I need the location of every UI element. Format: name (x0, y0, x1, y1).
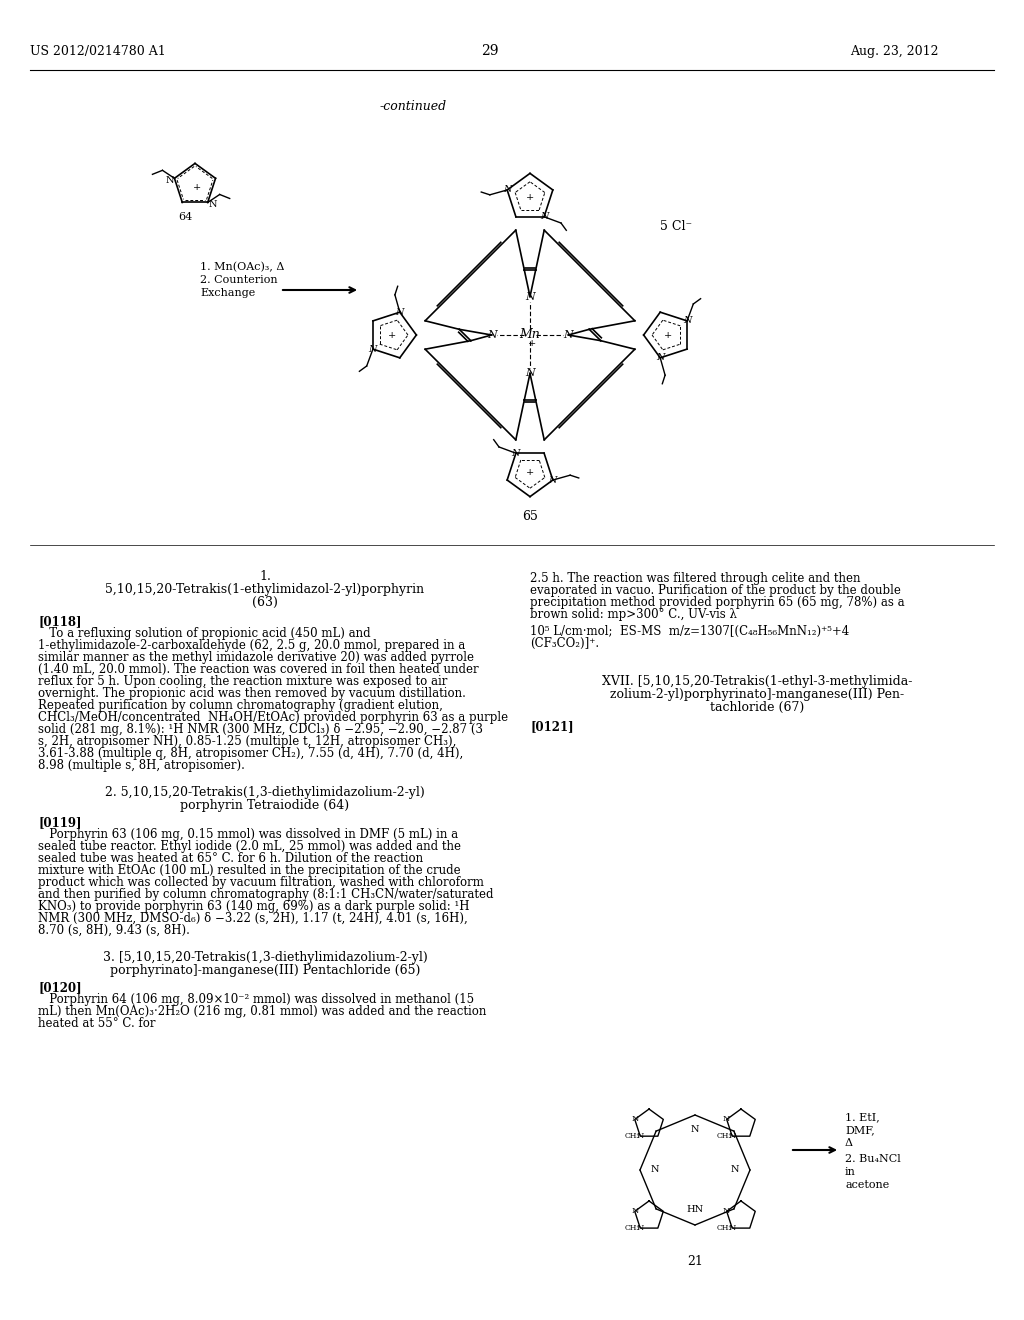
Text: mL) then Mn(OAc)₃·2H₂O (216 mg, 0.81 mmol) was added and the reaction: mL) then Mn(OAc)₃·2H₂O (216 mg, 0.81 mmo… (38, 1005, 486, 1018)
Text: N: N (525, 368, 535, 379)
Text: N: N (723, 1208, 730, 1216)
Text: HN: HN (686, 1205, 703, 1214)
Text: evaporated in vacuo. Purification of the product by the double: evaporated in vacuo. Purification of the… (530, 583, 901, 597)
Text: (63): (63) (252, 597, 278, 609)
Text: 64: 64 (178, 213, 193, 222)
Text: sealed tube was heated at 65° C. for 6 h. Dilution of the reaction: sealed tube was heated at 65° C. for 6 h… (38, 851, 423, 865)
Text: (CF₃CO₂)]⁺.: (CF₃CO₂)]⁺. (530, 638, 599, 649)
Text: +: + (193, 182, 201, 191)
Text: Porphyrin 64 (106 mg, 8.09×10⁻² mmol) was dissolved in methanol (15: Porphyrin 64 (106 mg, 8.09×10⁻² mmol) wa… (38, 993, 474, 1006)
Text: porphyrinato]-manganese(III) Pentachloride (65): porphyrinato]-manganese(III) Pentachlori… (110, 964, 420, 977)
Text: CH₃: CH₃ (717, 1133, 732, 1140)
Text: NMR (300 MHz, DMSO-d₆) δ −3.22 (s, 2H), 1.17 (t, 24H), 4.01 (s, 16H),: NMR (300 MHz, DMSO-d₆) δ −3.22 (s, 2H), … (38, 912, 468, 925)
Text: 2. Counterion: 2. Counterion (200, 275, 278, 285)
Text: 5,10,15,20-Tetrakis(1-ethylimidazol-2-yl)porphyrin: 5,10,15,20-Tetrakis(1-ethylimidazol-2-yl… (105, 583, 425, 597)
Text: CH₃: CH₃ (717, 1224, 732, 1232)
Text: tachloride (67): tachloride (67) (710, 701, 804, 714)
Text: N: N (512, 449, 520, 458)
Text: +: + (388, 330, 396, 339)
Text: +: + (526, 193, 535, 202)
Text: precipitation method provided porphyrin 65 (65 mg, 78%) as a: precipitation method provided porphyrin … (530, 597, 904, 609)
Text: 1.: 1. (259, 570, 271, 583)
Text: To a refluxing solution of propionic acid (450 mL) and: To a refluxing solution of propionic aci… (38, 627, 371, 640)
Text: N: N (540, 213, 549, 222)
Text: N: N (395, 308, 404, 317)
Text: N: N (728, 1133, 736, 1140)
Text: -continued: -continued (380, 100, 447, 114)
Text: zolium-2-yl)porphyrinato]-manganese(III) Pen-: zolium-2-yl)porphyrinato]-manganese(III)… (610, 688, 904, 701)
Text: DMF,: DMF, (845, 1125, 874, 1135)
Text: 1. EtI,: 1. EtI, (845, 1111, 880, 1122)
Text: N: N (637, 1133, 644, 1140)
Text: N: N (650, 1166, 659, 1175)
Text: N: N (549, 475, 557, 484)
Text: product which was collected by vacuum filtration, washed with chloroform: product which was collected by vacuum fi… (38, 876, 484, 888)
Text: s, 2H, atropisomer NH), 0.85-1.25 (multiple t, 12H, atropisomer CH₃),: s, 2H, atropisomer NH), 0.85-1.25 (multi… (38, 735, 457, 748)
Text: 2. 5,10,15,20-Tetrakis(1,3-diethylimidazolium-2-yl): 2. 5,10,15,20-Tetrakis(1,3-diethylimidaz… (105, 785, 425, 799)
Text: overnight. The propionic acid was then removed by vacuum distillation.: overnight. The propionic acid was then r… (38, 686, 466, 700)
Text: N: N (723, 1115, 730, 1123)
Text: 5 Cl⁻: 5 Cl⁻ (660, 220, 692, 234)
Text: US 2012/0214780 A1: US 2012/0214780 A1 (30, 45, 166, 58)
Text: 2.5 h. The reaction was filtered through celite and then: 2.5 h. The reaction was filtered through… (530, 572, 860, 585)
Text: Δ: Δ (845, 1138, 853, 1148)
Text: CH₃: CH₃ (625, 1224, 640, 1232)
Text: (1.40 mL, 20.0 mmol). The reaction was covered in foil then heated under: (1.40 mL, 20.0 mmol). The reaction was c… (38, 663, 478, 676)
Text: Porphyrin 63 (106 mg, 0.15 mmol) was dissolved in DMF (5 mL) in a: Porphyrin 63 (106 mg, 0.15 mmol) was dis… (38, 828, 458, 841)
Text: N: N (209, 199, 217, 209)
Text: CHCl₃/MeOH/concentrated  NH₄OH/EtOAc) provided porphyrin 63 as a purple: CHCl₃/MeOH/concentrated NH₄OH/EtOAc) pro… (38, 711, 508, 723)
Text: [0119]: [0119] (38, 816, 82, 829)
Text: 3. [5,10,15,20-Tetrakis(1,3-diethylimidazolium-2-yl): 3. [5,10,15,20-Tetrakis(1,3-diethylimida… (102, 950, 427, 964)
Text: N: N (631, 1115, 638, 1123)
Text: Repeated purification by column chromatography (gradient elution,: Repeated purification by column chromato… (38, 700, 442, 711)
Text: 21: 21 (687, 1255, 702, 1269)
Text: [0118]: [0118] (38, 615, 82, 628)
Text: N: N (631, 1208, 638, 1216)
Text: N: N (691, 1126, 699, 1134)
Text: CH₃: CH₃ (625, 1133, 640, 1140)
Text: 8.98 (multiple s, 8H, atropisomer).: 8.98 (multiple s, 8H, atropisomer). (38, 759, 245, 772)
Text: N: N (728, 1224, 736, 1232)
Text: acetone: acetone (845, 1180, 889, 1191)
Text: 29: 29 (481, 44, 499, 58)
Text: 1-ethylimidazole-2-carboxaldehyde (62, 2.5 g, 20.0 mmol, prepared in a: 1-ethylimidazole-2-carboxaldehyde (62, 2… (38, 639, 465, 652)
Text: N: N (637, 1224, 644, 1232)
Text: solid (281 mg, 8.1%): ¹H NMR (300 MHz, CDCl₃) δ −2.95, −2.90, −2.87 (3: solid (281 mg, 8.1%): ¹H NMR (300 MHz, C… (38, 723, 483, 737)
Text: XVII. [5,10,15,20-Tetrakis(1-ethyl-3-methylimida-: XVII. [5,10,15,20-Tetrakis(1-ethyl-3-met… (602, 675, 912, 688)
Text: similar manner as the methyl imidazole derivative 20) was added pyrrole: similar manner as the methyl imidazole d… (38, 651, 474, 664)
Text: 65: 65 (522, 510, 538, 523)
Text: 2. Bu₄NCl: 2. Bu₄NCl (845, 1154, 901, 1164)
Text: 10⁵ L/cm·mol;  ES-MS  m/z=1307[(C₄₈H₅₆MnN₁₂)⁺⁵+4: 10⁵ L/cm·mol; ES-MS m/z=1307[(C₄₈H₅₆MnN₁… (530, 624, 849, 638)
Text: Mn: Mn (519, 329, 541, 342)
Text: [0121]: [0121] (530, 719, 573, 733)
Text: mixture with EtOAc (100 mL) resulted in the precipitation of the crude: mixture with EtOAc (100 mL) resulted in … (38, 865, 461, 876)
Text: 8.70 (s, 8H), 9.43 (s, 8H).: 8.70 (s, 8H), 9.43 (s, 8H). (38, 924, 189, 937)
Text: Aug. 23, 2012: Aug. 23, 2012 (850, 45, 939, 58)
Text: KNO₃) to provide porphyrin 63 (140 mg, 69%) as a dark purple solid: ¹H: KNO₃) to provide porphyrin 63 (140 mg, 6… (38, 900, 469, 913)
Text: Exchange: Exchange (200, 288, 255, 298)
Text: +: + (664, 330, 672, 339)
Text: [0120]: [0120] (38, 981, 82, 994)
Text: N: N (656, 354, 665, 362)
Text: heated at 55° C. for: heated at 55° C. for (38, 1016, 156, 1030)
Text: N: N (731, 1166, 739, 1175)
Text: N: N (563, 330, 573, 341)
Text: porphyrin Tetraiodide (64): porphyrin Tetraiodide (64) (180, 799, 349, 812)
Text: +: + (528, 338, 537, 347)
Text: reflux for 5 h. Upon cooling, the reaction mixture was exposed to air: reflux for 5 h. Upon cooling, the reacti… (38, 675, 447, 688)
Text: and then purified by column chromatography (8:1:1 CH₃CN/water/saturated: and then purified by column chromatograp… (38, 888, 494, 902)
Text: brown solid: mp>300° C., UV-vis λ: brown solid: mp>300° C., UV-vis λ (530, 609, 737, 620)
Text: 3.61-3.88 (multiple q, 8H, atropisomer CH₂), 7.55 (d, 4H), 7.70 (d, 4H),: 3.61-3.88 (multiple q, 8H, atropisomer C… (38, 747, 463, 760)
Text: 1. Mn(OAc)₃, Δ: 1. Mn(OAc)₃, Δ (200, 261, 285, 272)
Text: N: N (486, 330, 497, 341)
Text: in: in (845, 1167, 856, 1177)
Text: sealed tube reactor. Ethyl iodide (2.0 mL, 25 mmol) was added and the: sealed tube reactor. Ethyl iodide (2.0 m… (38, 840, 461, 853)
Text: N: N (369, 345, 377, 354)
Text: N: N (503, 185, 511, 194)
Text: N: N (525, 292, 535, 301)
Text: N: N (683, 317, 691, 326)
Text: N: N (165, 176, 174, 185)
Text: +: + (526, 469, 535, 477)
